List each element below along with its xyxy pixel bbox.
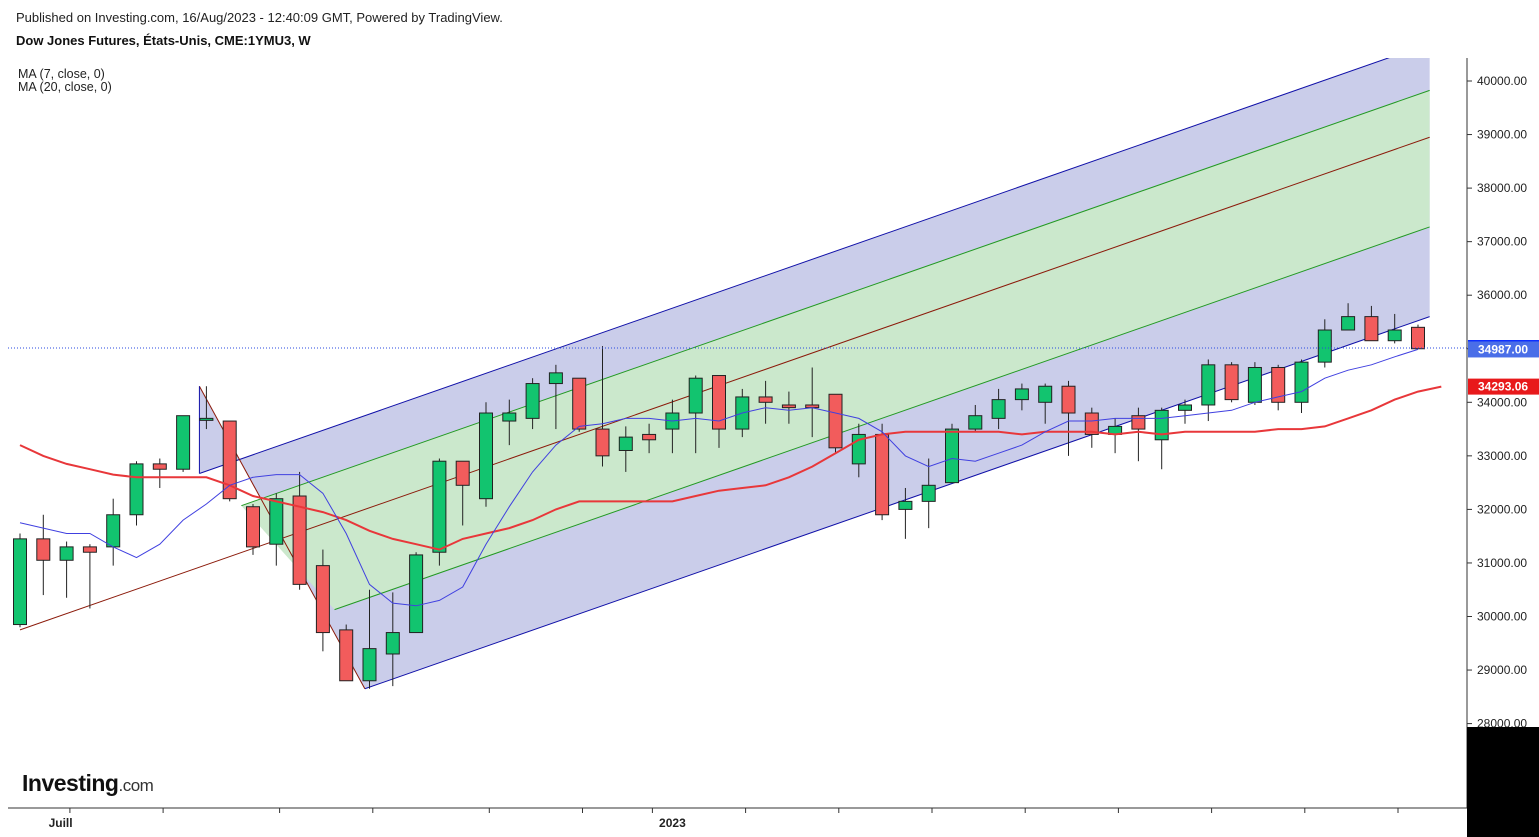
y-tick-label: 38000.00 [1477, 181, 1527, 195]
candle-body [642, 433, 657, 441]
candle-body [898, 500, 913, 510]
candle-body [1201, 364, 1216, 406]
candle-body [339, 629, 354, 682]
candle-body [1294, 361, 1309, 403]
y-tick-label: 40000.00 [1477, 74, 1527, 88]
candle-body [315, 565, 330, 634]
candle-body [828, 393, 843, 449]
candle-body [945, 428, 959, 484]
candle-body [1411, 326, 1425, 350]
candle-body [269, 498, 284, 545]
moving-averages [8, 347, 1467, 607]
candle-body [968, 415, 983, 430]
candle-body [13, 538, 27, 626]
investing-logo: Investing.com [22, 770, 154, 796]
candle-body [688, 377, 703, 414]
candle-body [1178, 404, 1192, 411]
candle-body [548, 372, 563, 385]
y-tick-label: 30000.00 [1477, 610, 1527, 624]
y-tick-label: 31000.00 [1477, 556, 1527, 570]
inner-lower-line [334, 226, 1430, 611]
candle-body [991, 399, 1006, 419]
candle-body [292, 495, 307, 585]
candle-body [479, 412, 493, 500]
candle-body [618, 436, 633, 451]
candle-body [455, 460, 470, 486]
candle-body [1387, 329, 1402, 342]
ma7-legend: MA (7, close, 0) [18, 67, 105, 81]
candle-body [1364, 316, 1379, 342]
candle-body [502, 412, 517, 422]
candle-body [712, 375, 726, 430]
y-tick-label: 36000.00 [1477, 288, 1527, 302]
ma20-legend: MA (20, close, 0) [18, 80, 112, 94]
candle-body [1341, 316, 1356, 331]
candle-body [362, 648, 377, 682]
candle-body [432, 460, 447, 553]
candle-body [152, 463, 167, 470]
candle-body [1131, 415, 1146, 430]
candle-body [1014, 388, 1029, 401]
candle-body [82, 546, 97, 553]
inner-upper-line [241, 89, 1430, 507]
ma7-line [19, 348, 1419, 607]
candle-body [36, 538, 51, 561]
candle-body [1038, 385, 1053, 403]
candle-body [1271, 366, 1286, 403]
candle-body [921, 484, 936, 502]
ma20-line [19, 385, 1442, 551]
candle-body [222, 420, 237, 500]
price-label-text: 34293.06 [1478, 380, 1528, 394]
symbol-title: Dow Jones Futures, États-Unis, CME:1YMU3… [16, 33, 311, 48]
candle-body [1084, 412, 1099, 435]
inner-band [241, 90, 1430, 610]
candle-body [1061, 385, 1076, 414]
candle-body [781, 404, 796, 409]
candle-body [875, 433, 890, 516]
pitchfork-bands [199, 58, 1430, 689]
candle-body [1247, 366, 1262, 403]
candle-body [106, 514, 121, 548]
candle-body [385, 632, 400, 655]
candle-body [525, 383, 540, 419]
y-tick-label: 32000.00 [1477, 502, 1527, 516]
candle-body [595, 428, 610, 457]
price-label-box [1468, 378, 1539, 395]
candle-body [1224, 364, 1239, 401]
candle-body [199, 417, 214, 421]
price-label-text: 34987.00 [1478, 342, 1528, 356]
y-tick-label: 39000.00 [1477, 128, 1527, 142]
candle-body [572, 377, 587, 430]
y-tick-label: 34000.00 [1477, 395, 1527, 409]
candle-body [758, 396, 773, 403]
corner-block [1467, 727, 1539, 837]
upper-line [199, 58, 1390, 474]
candle-body [246, 506, 260, 548]
candle-body [59, 546, 74, 561]
y-tick-label: 33000.00 [1477, 449, 1527, 463]
candle-body [1317, 329, 1332, 363]
x-tick-label: 2023 [659, 816, 686, 830]
candle-body [176, 415, 191, 470]
y-tick-label: 37000.00 [1477, 235, 1527, 249]
y-tick-label: 29000.00 [1477, 663, 1527, 677]
published-note: Published on Investing.com, 16/Aug/2023 … [16, 10, 503, 25]
x-tick-label: Juill [49, 816, 73, 830]
candle-body [409, 554, 424, 634]
candle-body [129, 463, 144, 516]
price-label-box [1468, 341, 1539, 358]
